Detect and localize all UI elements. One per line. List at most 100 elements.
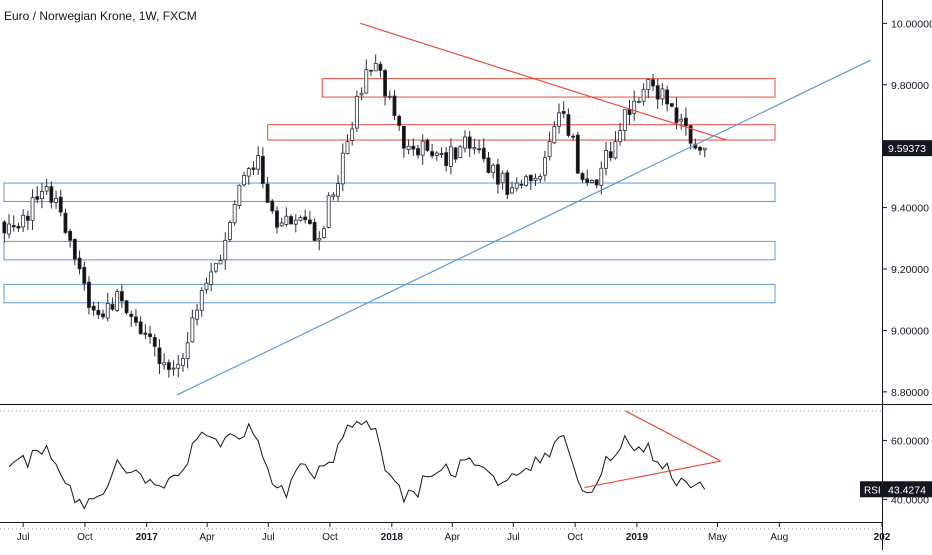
candle-body bbox=[166, 362, 171, 370]
candle-body bbox=[599, 167, 604, 186]
candle-body bbox=[411, 145, 416, 150]
time-tick-label: Oct bbox=[322, 532, 338, 543]
rsi-value-tag bbox=[883, 481, 932, 498]
candle-body bbox=[190, 317, 195, 343]
candle-body bbox=[7, 223, 11, 235]
candle-body bbox=[331, 194, 336, 197]
price-tick-label: 9.80000 bbox=[891, 80, 929, 92]
candle-body bbox=[505, 172, 510, 195]
candle-body bbox=[162, 362, 167, 366]
candle-body bbox=[458, 146, 463, 158]
support-trendline bbox=[176, 59, 871, 396]
candle-body bbox=[557, 112, 561, 127]
candle-body bbox=[439, 153, 444, 155]
candle-body bbox=[119, 291, 124, 302]
candle-body bbox=[340, 152, 345, 185]
candle-body bbox=[651, 79, 655, 87]
candle-body bbox=[467, 136, 472, 149]
candle-body bbox=[688, 125, 693, 144]
candle-body bbox=[157, 347, 162, 365]
candle-body bbox=[552, 126, 557, 144]
candle-body bbox=[232, 204, 237, 224]
candle-body bbox=[317, 237, 322, 241]
candle-body bbox=[425, 139, 430, 151]
time-tick-label: Jul bbox=[507, 532, 520, 543]
candle-body bbox=[430, 151, 435, 157]
candle-body bbox=[11, 224, 16, 228]
candle-body bbox=[477, 148, 482, 151]
price-tick-label: 9.00000 bbox=[891, 325, 929, 337]
candle-body bbox=[275, 210, 279, 228]
axis-layer: 10.000009.800009.600009.400009.200009.00… bbox=[17, 18, 932, 543]
candle-body bbox=[237, 184, 242, 206]
price-tick-label: 9.20000 bbox=[891, 264, 929, 276]
time-tick-label: May bbox=[708, 532, 727, 543]
candle-body bbox=[655, 85, 660, 100]
candle-body bbox=[91, 305, 96, 311]
time-tick-label: 2017 bbox=[136, 532, 159, 543]
candle-body bbox=[608, 151, 613, 159]
candle-body bbox=[401, 125, 406, 149]
candle-body bbox=[336, 183, 341, 197]
candle-body bbox=[96, 309, 101, 316]
candle-body bbox=[30, 197, 35, 221]
candle-body bbox=[350, 128, 355, 141]
candle-body bbox=[373, 63, 378, 72]
time-tick-label: Oct bbox=[77, 532, 93, 543]
candle-body bbox=[284, 215, 289, 225]
candle-body bbox=[40, 191, 44, 200]
zone-blue-4 bbox=[3, 283, 776, 304]
candle-body bbox=[571, 135, 576, 138]
candle-body bbox=[665, 89, 670, 105]
candle-body bbox=[185, 342, 190, 359]
candle-body bbox=[669, 103, 674, 107]
rsi-tick-label: 40.0000 bbox=[891, 494, 929, 506]
candle-body bbox=[195, 309, 199, 320]
candle-body bbox=[698, 146, 702, 151]
candle-body bbox=[303, 216, 308, 221]
candle-body bbox=[500, 172, 505, 184]
candle-body bbox=[561, 111, 566, 114]
candle-body bbox=[463, 136, 467, 149]
candle-body bbox=[378, 63, 383, 71]
candle-body bbox=[345, 141, 350, 154]
zone-blue-3 bbox=[3, 240, 776, 261]
candle-body bbox=[585, 178, 590, 183]
candle-body bbox=[641, 88, 646, 102]
candle-body bbox=[228, 222, 232, 240]
time-tick-label: Aug bbox=[770, 532, 788, 543]
candle-body bbox=[110, 303, 115, 310]
candle-body bbox=[575, 134, 580, 174]
candle-body bbox=[213, 262, 218, 272]
rsi-layer bbox=[0, 410, 882, 530]
chart-title: Euro / Norwegian Krone, 1W, FXCM bbox=[4, 9, 197, 23]
rsi-name-tag bbox=[860, 481, 884, 498]
candle-body bbox=[622, 109, 627, 131]
candle-body bbox=[87, 281, 91, 308]
candle-body bbox=[383, 70, 388, 97]
candle-body bbox=[312, 222, 317, 241]
candle-body bbox=[82, 266, 87, 284]
candle-body bbox=[77, 257, 82, 270]
rsi-divergence-line bbox=[625, 410, 722, 462]
trendlines-layer bbox=[176, 22, 871, 396]
candle-body bbox=[204, 282, 209, 291]
candle-body bbox=[660, 88, 665, 100]
candle-body bbox=[279, 222, 284, 227]
time-tick-label: 202 bbox=[874, 532, 891, 543]
rsi-name-label: RSI bbox=[864, 485, 881, 496]
candle-body bbox=[542, 157, 547, 176]
candle-body bbox=[143, 332, 148, 335]
current-price-tag bbox=[883, 140, 932, 157]
candle-body bbox=[514, 182, 519, 189]
candle-body bbox=[105, 302, 110, 319]
candle-body bbox=[58, 196, 63, 213]
rsi-line bbox=[8, 420, 706, 510]
candle-body bbox=[322, 228, 326, 238]
candle-body bbox=[54, 198, 58, 203]
candle-body bbox=[293, 219, 298, 225]
candle-body bbox=[49, 186, 54, 203]
candle-body bbox=[646, 79, 651, 90]
